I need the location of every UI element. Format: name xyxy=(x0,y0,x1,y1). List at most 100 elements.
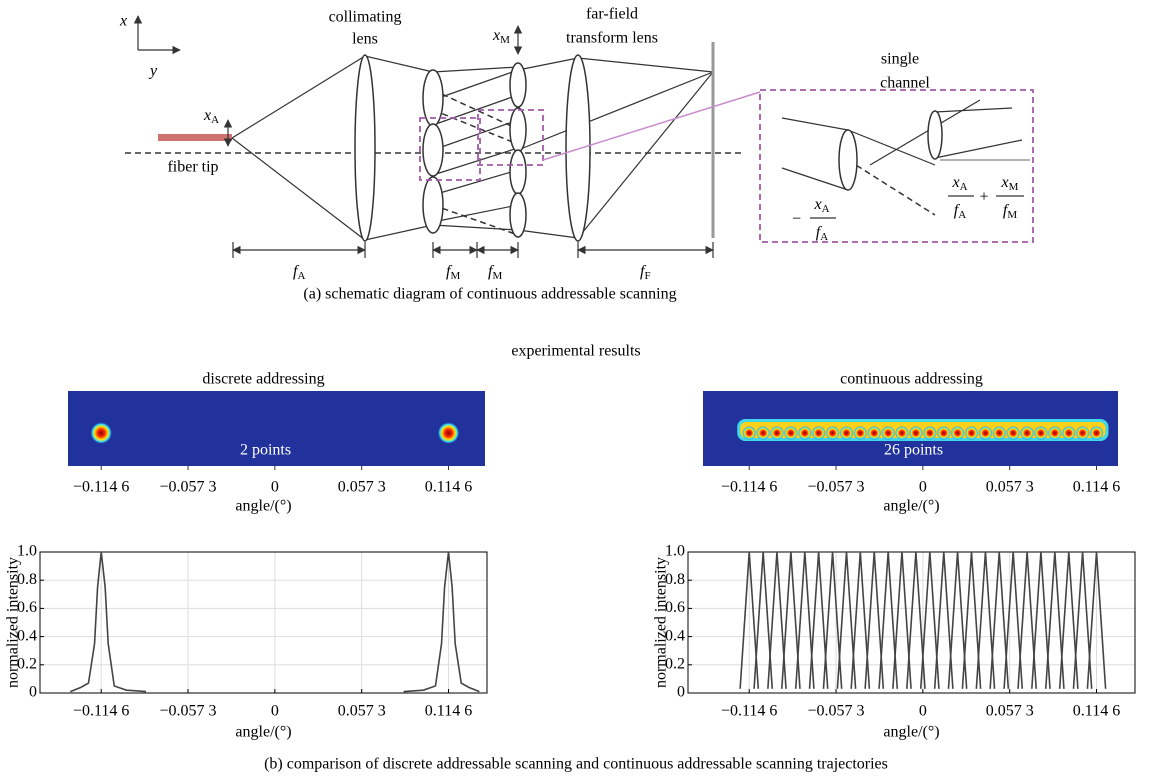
x-tick-label: 0.114 6 xyxy=(425,703,472,720)
formula: − xA fA xA fA + xM fM xyxy=(792,174,1024,243)
denominator: fM xyxy=(1003,202,1017,221)
image-tick-label: 0 xyxy=(919,479,927,496)
lens xyxy=(510,63,526,107)
detail-label: single xyxy=(881,51,919,68)
image-axis-label: angle/(°) xyxy=(883,498,939,515)
image-spot xyxy=(826,426,840,440)
image-spot xyxy=(923,426,937,440)
image-label: 2 points xyxy=(240,442,291,459)
image-spot xyxy=(90,422,112,444)
x-tick-label: −0.114 6 xyxy=(721,703,777,720)
image-spot xyxy=(770,426,784,440)
lens xyxy=(510,108,526,152)
numerator: xM xyxy=(1001,174,1019,193)
x-axis-label: angle/(°) xyxy=(883,724,939,741)
dim-label: fM xyxy=(446,263,460,282)
lens xyxy=(510,193,526,237)
ray xyxy=(782,100,1030,190)
panel-title: discrete addressing xyxy=(202,371,324,388)
x-axis-label: angle/(°) xyxy=(235,724,291,741)
image-spot xyxy=(867,426,881,440)
lens-label: transform lens xyxy=(566,30,658,47)
formula-operator: + xyxy=(979,189,988,206)
axis-label: x xyxy=(119,13,127,30)
x-tick-label: 0 xyxy=(271,703,279,720)
x-tick-label: −0.057 3 xyxy=(808,703,865,720)
image-spot xyxy=(881,426,895,440)
image-spot xyxy=(978,426,992,440)
lens-label: far-field xyxy=(586,6,638,23)
formula-sign: − xyxy=(792,211,801,228)
lens-label: lens xyxy=(352,31,378,48)
lens xyxy=(423,124,443,176)
image-spot xyxy=(839,426,853,440)
image-spot xyxy=(895,426,909,440)
denominator: fA xyxy=(954,202,966,221)
image-spot xyxy=(1020,426,1034,440)
image-tick-label: 0.114 6 xyxy=(425,479,472,496)
y-tick-label: 0 xyxy=(29,684,37,701)
image-spot xyxy=(1034,426,1048,440)
caption: (a) schematic diagram of continuous addr… xyxy=(303,286,676,303)
image-spot xyxy=(909,426,923,440)
image-tick-label: 0 xyxy=(271,479,279,496)
lens-label: collimating xyxy=(329,9,402,26)
x-tick-label: −0.114 6 xyxy=(73,703,129,720)
image-spot xyxy=(1048,426,1062,440)
x-m-label: xM xyxy=(492,27,510,46)
x-tick-label: 0.114 6 xyxy=(1073,703,1120,720)
detail-label: channel xyxy=(880,75,930,92)
fiber-label: fiber tip xyxy=(167,159,218,176)
schematic: x y fiber tip xA collimating lens far-fi… xyxy=(119,6,1033,282)
image-spot xyxy=(784,426,798,440)
y-axis-label: normalized intensity xyxy=(5,557,22,688)
lens xyxy=(510,150,526,194)
lens xyxy=(423,177,443,233)
section-title: experimental results xyxy=(511,343,640,360)
image-spot xyxy=(1006,426,1020,440)
image-spot xyxy=(812,426,826,440)
x-tick-label: 0.057 3 xyxy=(986,703,1034,720)
image-tick-label: −0.114 6 xyxy=(73,479,129,496)
x-tick-label: 0 xyxy=(919,703,927,720)
image-spot xyxy=(951,426,965,440)
y-axis-label: normalized intensity xyxy=(653,557,670,688)
image-tick-label: −0.057 3 xyxy=(160,479,217,496)
denominator: fA xyxy=(816,224,828,243)
dim-label: fM xyxy=(488,263,502,282)
image-tick-label: 0.057 3 xyxy=(986,479,1034,496)
image-spot xyxy=(853,426,867,440)
image-spot xyxy=(965,426,979,440)
image-spot xyxy=(798,426,812,440)
dim-label: fF xyxy=(640,263,651,282)
image-spot xyxy=(756,426,770,440)
image-axis-label: angle/(°) xyxy=(235,498,291,515)
image-spot xyxy=(1062,426,1076,440)
image-spot xyxy=(937,426,951,440)
lens xyxy=(928,111,942,159)
image-spot xyxy=(1076,426,1090,440)
numerator: xA xyxy=(813,196,829,215)
image-tick-label: −0.114 6 xyxy=(721,479,777,496)
lens xyxy=(355,55,375,241)
panel-title: continuous addressing xyxy=(840,371,983,388)
x-tick-label: −0.057 3 xyxy=(160,703,217,720)
image-tick-label: 0.114 6 xyxy=(1073,479,1120,496)
figure: x y fiber tip xA collimating lens far-fi… xyxy=(0,0,1152,778)
y-tick-label: 0 xyxy=(677,684,685,701)
image-spot xyxy=(1090,426,1104,440)
image-tick-label: −0.057 3 xyxy=(808,479,865,496)
caption: (b) comparison of discrete addressable s… xyxy=(264,756,888,773)
image-spot xyxy=(992,426,1006,440)
lens xyxy=(839,130,857,190)
lens xyxy=(566,55,590,241)
image-spot xyxy=(742,426,756,440)
axis-label: y xyxy=(148,63,158,80)
ray xyxy=(848,160,935,215)
dim-label: fA xyxy=(293,263,305,282)
image-tick-label: 0.057 3 xyxy=(338,479,386,496)
image-spot xyxy=(438,422,460,444)
numerator: xA xyxy=(951,174,967,193)
x-a-label: xA xyxy=(203,107,219,126)
x-tick-label: 0.057 3 xyxy=(338,703,386,720)
